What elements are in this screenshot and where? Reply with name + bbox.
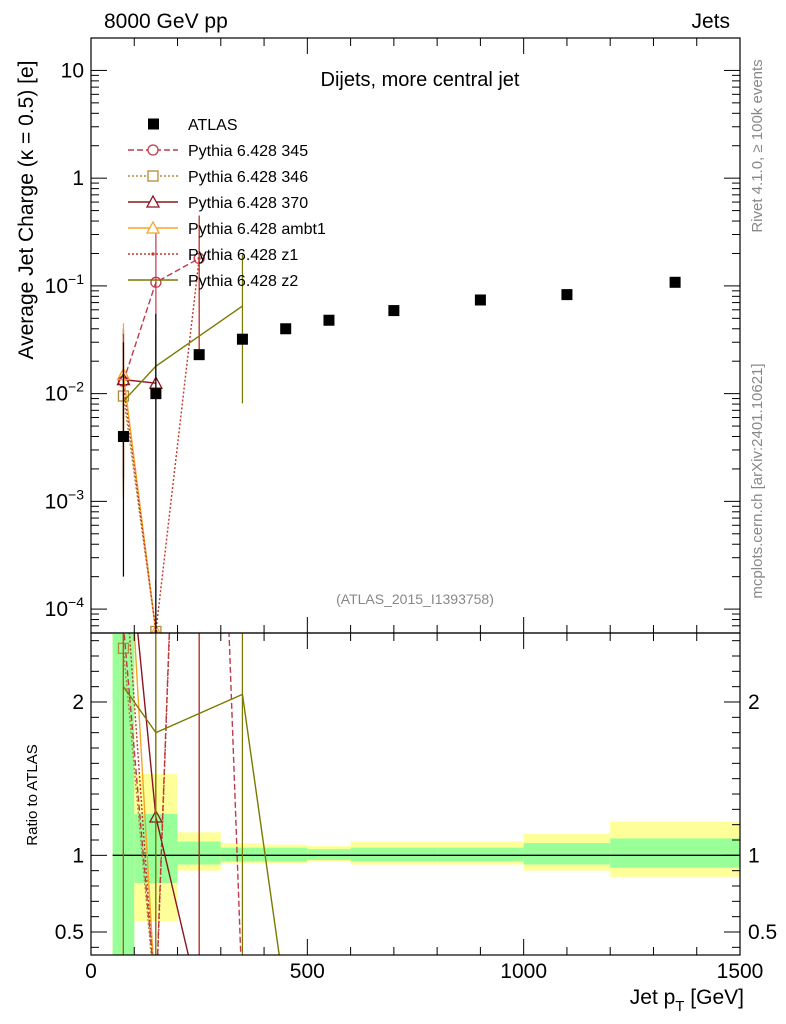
legend-marker [147, 170, 159, 182]
y-tick-label: 10−4 [45, 594, 85, 621]
ratio-point [118, 620, 128, 630]
atlas-point [561, 289, 573, 301]
ratio-y-tick-label: 0.5 [55, 921, 84, 944]
atlas-point [150, 388, 162, 400]
atlas-point [236, 333, 248, 345]
y-tick-label: 10 [61, 59, 84, 82]
uncertainty-bands [112, 633, 740, 955]
atlas-point [474, 294, 486, 306]
green-band [610, 838, 740, 868]
x-axis-label: Jet pT [GeV] [630, 986, 744, 1015]
legend-label: Pythia 6.428 z1 [188, 247, 298, 264]
lower-panel: 0.5 0.5 1 1 2 2 0 500 1000 1500 Ratio to ATLAS Je… [24, 620, 777, 1015]
atlas-point [117, 431, 129, 443]
ratio-line [122, 648, 152, 955]
green-band [523, 843, 611, 865]
legend-marker [147, 144, 159, 156]
ratio-y-tick-label-right: 1 [748, 844, 760, 867]
ratio-line [133, 633, 154, 955]
series-point [150, 276, 162, 288]
x-tick-label: 0 [85, 960, 97, 983]
y-tick-label: 10−1 [45, 271, 85, 298]
header-left-label: 8000 GeV pp [104, 10, 228, 33]
atlas-data [117, 276, 681, 633]
legend-marker [151, 252, 155, 256]
lower-plot-area: 0.5 0.5 1 1 2 2 0 500 1000 1500 [55, 620, 777, 1012]
upper-data [116, 215, 681, 633]
side-label-top: Rivet 4.1.0, ≥ 100k events [749, 59, 766, 232]
ratio-point [237, 996, 247, 1006]
legend-marker-atlas [148, 118, 159, 130]
legend-label: Pythia 6.428 346 [188, 169, 308, 186]
series-point [197, 256, 201, 260]
ratio-series [117, 620, 280, 1012]
upper-panel: 10−4 10−3 10−2 10−1 1 10 Dijets, more central… [15, 37, 741, 634]
y-tick-label: 1 [72, 167, 84, 190]
ratio-point [193, 995, 205, 1006]
atlas-point [323, 314, 335, 326]
legend-label-atlas: ATLAS [188, 117, 238, 134]
x-tick-label: 1500 [717, 960, 764, 983]
ratio-y-tick-label: 2 [72, 691, 84, 714]
green-band [307, 849, 351, 860]
ratio-point [151, 1002, 161, 1012]
series-pythia-6-428-z2 [122, 254, 244, 499]
atlas-point [669, 276, 681, 288]
series-pythia-6-428-ambt1 [116, 323, 161, 633]
x-tick-label: 500 [290, 960, 325, 983]
series-line [122, 305, 243, 402]
lower-frame [90, 632, 741, 956]
legend-marker [145, 194, 161, 208]
green-band [437, 847, 524, 862]
atlas-point [388, 305, 400, 317]
legend: ATLAS Pythia 6.428 345 Pythia 6.428 346 Pyt… [128, 117, 326, 290]
green-band [350, 847, 438, 862]
upper-plot-area: 10−4 10−3 10−2 10−1 1 10 [45, 37, 741, 634]
legend-marker [145, 220, 161, 234]
ratio-point [150, 1001, 162, 1012]
ratio-y-tick-label-right: 2 [748, 691, 760, 714]
upper-y-axis-label: Average Jet Charge (κ = 0.5) [e] [15, 60, 38, 359]
lower-y-axis-label: Ratio to ATLAS [24, 744, 41, 845]
atlas-point [280, 323, 292, 335]
y-tick-label: 10−2 [45, 379, 85, 406]
y-tick-label: 10−3 [45, 486, 85, 513]
x-tick-label: 1000 [500, 960, 547, 983]
legend-label: Pythia 6.428 ambt1 [188, 221, 326, 238]
green-band [264, 847, 308, 862]
ratio-y-tick-label-right: 0.5 [748, 921, 777, 944]
ratio-point [151, 996, 161, 1006]
legend-label: Pythia 6.428 345 [188, 143, 308, 160]
atlas-point [193, 349, 205, 361]
legend-label: Pythia 6.428 370 [188, 195, 308, 212]
legend-label: Pythia 6.428 z2 [188, 273, 298, 290]
side-label-bottom: mcplots.cern.ch [arXiv:2401.10621] [749, 363, 766, 598]
ratio-line [137, 633, 190, 955]
series-line [122, 258, 200, 632]
lower-ticks [90, 633, 741, 955]
ratio-line [122, 686, 280, 955]
upper-title: Dijets, more central jet [321, 69, 520, 91]
watermark-label: (ATLAS_2015_I1393758) [336, 591, 494, 607]
header-right-label: Jets [691, 10, 730, 33]
ratio-y-tick-label: 1 [72, 844, 84, 867]
series-point [151, 624, 161, 633]
